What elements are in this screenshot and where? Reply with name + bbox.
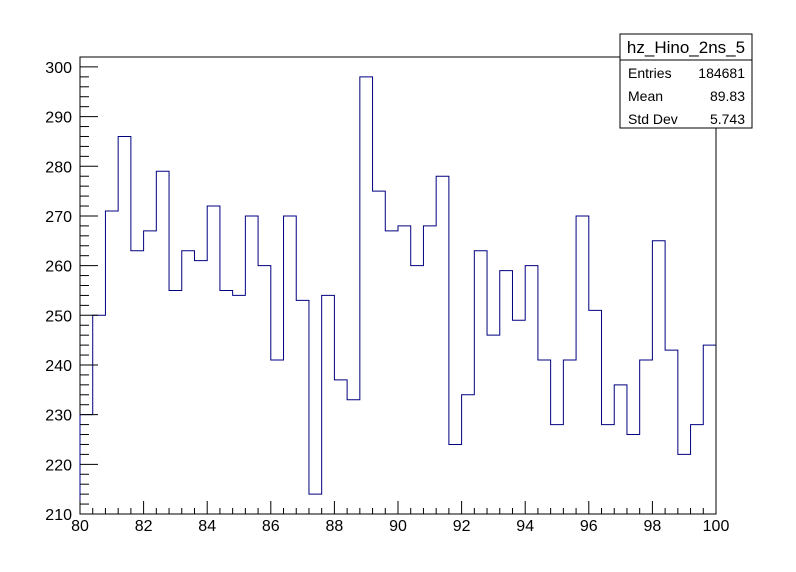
histogram-bin: [334, 380, 347, 514]
x-tick-label: 100: [703, 518, 730, 535]
y-tick-label: 260: [45, 259, 72, 276]
histogram-bin: [309, 494, 322, 514]
histogram-bin: [182, 251, 195, 514]
histogram-bin: [131, 251, 144, 514]
histogram-bin: [525, 266, 538, 514]
x-tick-label: 80: [71, 518, 89, 535]
histogram-bin: [373, 191, 386, 514]
histogram-bin: [207, 206, 220, 514]
histogram-bin: [563, 360, 576, 514]
stats-histogram-name: hz_Hino_2ns_5: [627, 38, 745, 57]
histogram-bin: [589, 310, 602, 514]
y-tick-label: 280: [45, 159, 72, 176]
histogram-bin: [156, 171, 169, 514]
histogram-bin: [105, 211, 118, 514]
stats-box-frame: [619, 33, 753, 129]
histogram-bin: [602, 425, 615, 514]
stats-box: hz_Hino_2ns_5 Entries 184681 Mean 89.83 …: [619, 33, 753, 129]
histogram-bin: [678, 454, 691, 514]
histogram-bin: [512, 320, 525, 514]
x-tick-label: 90: [389, 518, 407, 535]
stats-mean-label: Mean: [628, 88, 663, 104]
histogram-bin: [385, 231, 398, 514]
x-tick-label: 82: [135, 518, 153, 535]
y-tick-label: 220: [45, 457, 72, 474]
stats-entries-value: 184681: [698, 65, 745, 81]
histogram-bin: [296, 300, 309, 514]
histogram-bin: [398, 226, 411, 514]
y-axis: 210 220 230 240 250 260 270 280 290 300: [45, 56, 98, 524]
histogram-bin: [487, 335, 500, 514]
histogram-step-line: [79, 76, 716, 514]
x-tick-label: 88: [326, 518, 344, 535]
x-tick-label: 98: [644, 518, 662, 535]
histogram-bin: [144, 231, 157, 514]
stats-stddev-label: Std Dev: [628, 111, 678, 127]
histogram-bin: [627, 435, 640, 514]
histogram-bin: [436, 176, 449, 514]
histogram-bin: [423, 226, 436, 514]
y-tick-label: 250: [45, 308, 72, 325]
histogram-bin: [462, 395, 475, 514]
histogram-bin: [258, 266, 271, 514]
histogram-bin: [551, 425, 564, 514]
stats-stddev-value: 5.743: [710, 111, 745, 127]
histogram-bin: [347, 400, 360, 514]
histogram-bin: [118, 136, 131, 514]
histogram-bin: [360, 77, 373, 514]
x-tick-label: 96: [580, 518, 598, 535]
histogram-bin: [284, 216, 297, 514]
x-tick-label: 86: [262, 518, 280, 535]
histogram-bin: [245, 216, 258, 514]
x-tick-label: 94: [516, 518, 534, 535]
y-tick-label: 290: [45, 110, 72, 127]
plot-frame: [79, 56, 717, 515]
histogram-bin: [640, 360, 653, 514]
histogram-bin: [220, 290, 233, 514]
histogram-bin: [169, 290, 182, 514]
histogram-bin: [703, 345, 716, 514]
histogram-bin: [194, 261, 207, 514]
histogram-bin: [322, 295, 335, 514]
stats-mean-value: 89.83: [710, 88, 745, 104]
histogram-bin: [691, 425, 704, 514]
histogram-bin: [449, 444, 462, 514]
stats-entries-label: Entries: [628, 65, 672, 81]
x-tick-label: 92: [453, 518, 471, 535]
x-tick-label: 84: [198, 518, 216, 535]
histogram-bin: [271, 360, 284, 514]
y-tick-label: 300: [45, 60, 72, 77]
histogram-bin: [665, 350, 678, 514]
histogram-bin: [233, 295, 246, 514]
y-tick-label: 210: [45, 507, 72, 524]
y-tick-label: 270: [45, 209, 72, 226]
histogram-bin: [411, 266, 424, 514]
histogram-bin: [538, 360, 551, 514]
histogram-bin: [614, 385, 627, 514]
histogram-bin: [500, 271, 513, 514]
y-tick-label: 240: [45, 358, 72, 375]
histogram-bin: [474, 251, 487, 514]
histogram-bins: [79, 76, 716, 514]
histogram-bin: [652, 241, 665, 514]
y-tick-label: 230: [45, 408, 72, 425]
x-axis: 80 82 84 86 88 90 92 94 96 98 100: [71, 501, 729, 535]
histogram-bin: [576, 216, 589, 514]
